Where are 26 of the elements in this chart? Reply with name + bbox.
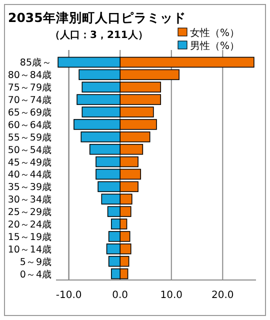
y-tick-label: 85歳～ [20,56,52,69]
legend-label: 女性（%） [190,27,240,39]
x-tick-label: 10.0 [160,290,183,301]
y-tick-label: 60～64歳 [8,118,52,131]
y-tick-label: 45～49歳 [8,156,52,168]
legend-label: 男性（%） [190,40,240,52]
chart-title: 2035年津別町人口ピラミッド [8,10,186,25]
y-tick-label: 55～59歳 [8,131,52,144]
y-tick-label: 30～34歳 [8,194,52,206]
y-tick-label: 80～84歳 [8,69,52,82]
y-tick-label: 15～19歳 [8,230,52,243]
y-tick-label: 20～24歳 [8,218,52,230]
y-tick-label: 25～29歳 [8,206,52,218]
y-tick-label: 10～14歳 [8,243,52,256]
x-tick-label: 20.0 [212,290,234,301]
y-tick-label: 5～9歳 [20,256,52,268]
x-tick-label: 0.0 [112,290,128,301]
y-tick-label: 50～54歳 [8,144,52,156]
y-tick-label: 75～79歳 [8,82,52,94]
chart-subtitle: （人口：3，211人） [50,29,148,41]
y-tick-label: 0～4歳 [20,268,52,280]
y-tick-label: 70～74歳 [8,94,52,106]
y-tick-label: 40～44歳 [8,168,52,181]
x-tick-label: -10.0 [56,290,82,301]
y-tick-label: 65～69歳 [8,106,52,118]
y-tick-label: 35～39歳 [8,181,52,194]
